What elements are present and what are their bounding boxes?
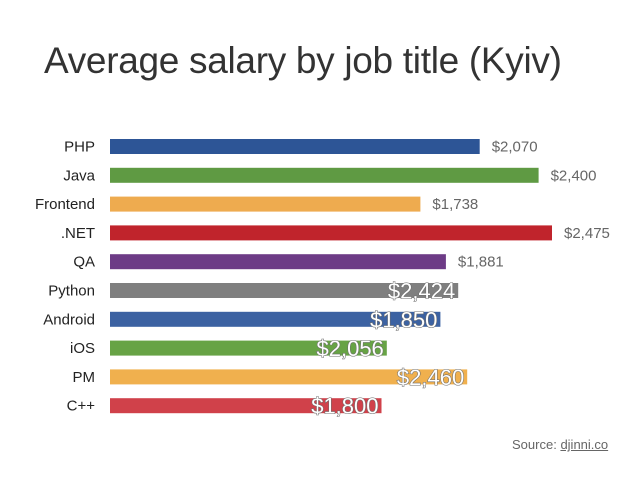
bar-3: [110, 225, 552, 241]
value-label-3: $2,475: [564, 225, 610, 242]
bar-8: [110, 369, 468, 385]
value-label-5: $2,424: [388, 279, 455, 304]
source-label: Source:: [512, 437, 557, 452]
bar-7: [110, 340, 387, 356]
chart-title: Average salary by job title (Kyiv): [44, 40, 562, 81]
bar-6: [110, 311, 441, 327]
category-label-1: Java: [63, 167, 95, 184]
value-label-0: $2,070: [492, 139, 538, 156]
value-label-9: $1,800: [311, 394, 378, 419]
bar-5: [110, 283, 459, 298]
category-label-6: Android: [43, 311, 95, 328]
source-link[interactable]: djinni.co: [560, 437, 609, 452]
source-note: Source: djinni.co: [512, 437, 608, 452]
bar-0: [110, 139, 480, 154]
value-label-4: $1,881: [458, 254, 504, 271]
bar-2: [110, 196, 421, 212]
category-label-2: Frontend: [35, 196, 95, 213]
value-label-1: $2,400: [551, 167, 597, 184]
value-label-8: $2,460: [397, 365, 464, 390]
category-label-5: Python: [48, 283, 95, 300]
category-label-3: .NET: [61, 225, 95, 242]
category-label-7: iOS: [70, 340, 95, 357]
category-label-8: PM: [73, 369, 96, 386]
value-label-2: $1,738: [432, 196, 478, 213]
bar-9: [110, 398, 382, 414]
category-label-0: PHP: [64, 139, 95, 156]
value-label-7: $2,056: [317, 336, 384, 361]
value-label-6: $1,850: [370, 307, 437, 332]
bar-1: [110, 167, 539, 183]
category-label-4: QA: [73, 254, 95, 271]
bar-4: [110, 254, 446, 270]
category-label-9: C++: [67, 398, 96, 415]
